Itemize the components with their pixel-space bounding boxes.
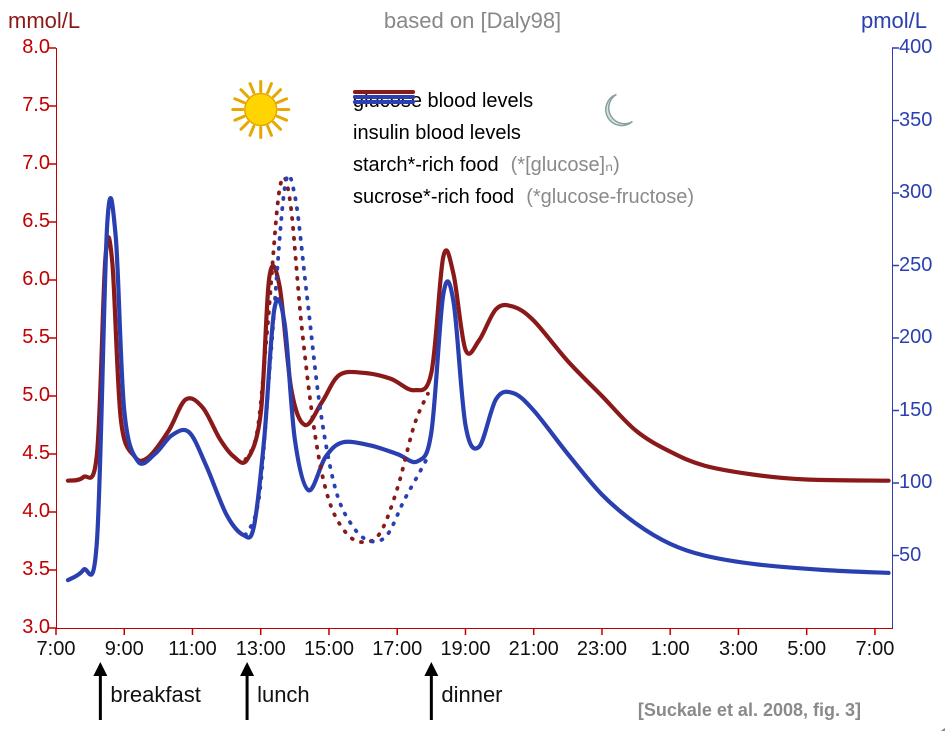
y-left-tick-label: 7.5 <box>0 94 50 117</box>
x-tick-label: 19:00 <box>440 638 490 661</box>
meal-arrow-icon <box>240 662 254 720</box>
meal-label: lunch <box>257 682 310 708</box>
y-right-tick-label: 50 <box>899 544 945 567</box>
legend-label: insulin blood levels <box>353 117 521 149</box>
y-left-tick-label: 4.5 <box>0 442 50 465</box>
x-tick-label: 7:00 <box>37 638 76 661</box>
y-right-tick-label: 150 <box>899 399 945 422</box>
y-right-tick-label: 250 <box>899 254 945 277</box>
series-line <box>245 175 428 542</box>
y-right-tick-label: 400 <box>899 36 945 59</box>
legend-swatch-icon <box>353 85 415 109</box>
series-line <box>68 237 889 481</box>
series-line <box>245 177 428 542</box>
y-left-tick-label: 5.5 <box>0 326 50 349</box>
y-left-tick-label: 3.5 <box>0 558 50 581</box>
legend-item: starch*-rich food (*[glucose]ₙ) <box>353 149 694 181</box>
x-tick-label: 17:00 <box>372 638 422 661</box>
y-left-tick-label: 3.0 <box>0 616 50 639</box>
x-tick-label: 9:00 <box>105 638 144 661</box>
y-right-tick-label: 300 <box>899 181 945 204</box>
x-tick-label: 23:00 <box>577 638 627 661</box>
sun-icon <box>233 81 289 137</box>
x-tick-label: 11:00 <box>168 638 217 661</box>
legend-label: sucrose*-rich food <box>353 181 514 213</box>
y-left-tick-label: 6.0 <box>0 268 50 291</box>
x-tick-label: 15:00 <box>304 638 354 661</box>
x-tick-label: 13:00 <box>236 638 286 661</box>
meal-arrow-icon <box>93 662 107 720</box>
x-tick-label: 7:00 <box>855 638 894 661</box>
legend-note: (*[glucose]ₙ) <box>511 149 620 181</box>
meal-arrow-icon <box>424 662 438 720</box>
x-tick-label: 1:00 <box>651 638 690 661</box>
y-right-tick-label: 200 <box>899 326 945 349</box>
legend-item: insulin blood levels <box>353 117 694 149</box>
x-tick-label: 21:00 <box>509 638 559 661</box>
meal-label: breakfast <box>110 682 201 708</box>
y-right-tick-label: 100 <box>899 471 945 494</box>
legend: glucose blood levelsinsulin blood levels… <box>353 85 694 213</box>
y-right-tick-label: 350 <box>899 109 945 132</box>
y-left-tick-label: 8.0 <box>0 36 50 59</box>
y-left-tick-label: 5.0 <box>0 384 50 407</box>
x-tick-label: 3:00 <box>719 638 758 661</box>
legend-item: sucrose*-rich food (*glucose-fructose) <box>353 181 694 213</box>
meal-label: dinner <box>441 682 502 708</box>
legend-label: starch*-rich food <box>353 149 499 181</box>
x-tick-label: 5:00 <box>787 638 826 661</box>
chart-container: based on [Daly98] mmol/L pmol/L glucose … <box>0 0 945 731</box>
y-left-tick-label: 6.5 <box>0 210 50 233</box>
series-line <box>68 198 889 580</box>
y-left-tick-label: 7.0 <box>0 152 50 175</box>
y-left-tick-label: 4.0 <box>0 500 50 523</box>
legend-note: (*glucose-fructose) <box>526 181 694 213</box>
citation-text: [Suckale et al. 2008, fig. 3] <box>638 700 861 721</box>
